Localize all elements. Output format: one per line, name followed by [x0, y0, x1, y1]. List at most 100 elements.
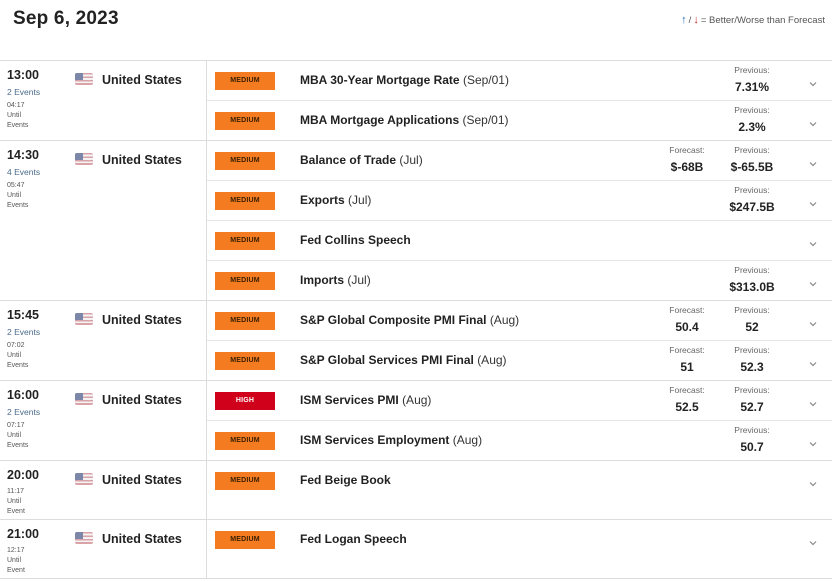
event-name: ISM Services PMI [300, 393, 399, 407]
previous-value: Previous: $-65.5B [722, 145, 782, 174]
event-name: MBA 30-Year Mortgage Rate [300, 73, 460, 87]
event-row[interactable]: MEDIUM Exports (Jul) Previous: $247.5B [207, 181, 832, 221]
previous-label: Previous: [734, 425, 770, 435]
previous-value: Previous: 52.3 [722, 345, 782, 374]
chevron-down-icon[interactable] [809, 155, 817, 167]
event-name: S&P Global Composite PMI Final [300, 313, 487, 327]
event-title[interactable]: MBA Mortgage Applications (Sep/01) [300, 113, 509, 127]
event-title[interactable]: S&P Global Services PMI Final (Aug) [300, 353, 507, 367]
countdown-until-2: Events [7, 442, 29, 449]
previous-value: Previous: $247.5B [722, 185, 782, 214]
impact-badge: MEDIUM [215, 352, 275, 370]
event-period: (Aug) [489, 313, 520, 327]
event-row[interactable]: MEDIUM Fed Logan Speech [207, 520, 832, 578]
chevron-down-icon[interactable] [809, 395, 817, 407]
impact-badge: MEDIUM [215, 72, 275, 90]
previous-label: Previous: [734, 145, 770, 155]
event-title[interactable]: ISM Services Employment (Aug) [300, 433, 482, 447]
country-name: United States [102, 153, 182, 167]
chevron-down-icon[interactable] [809, 435, 817, 447]
event-title[interactable]: Exports (Jul) [300, 193, 371, 207]
event-row[interactable]: HIGH ISM Services PMI (Aug) Forecast: 52.5 P… [207, 381, 832, 421]
event-title[interactable]: Imports (Jul) [300, 273, 371, 287]
event-name: Fed Beige Book [300, 473, 391, 487]
event-time: 13:00 [7, 68, 39, 82]
previous-label: Previous: [734, 385, 770, 395]
event-row[interactable]: MEDIUM MBA 30-Year Mortgage Rate (Sep/01)… [207, 61, 832, 101]
event-title[interactable]: Balance of Trade (Jul) [300, 153, 423, 167]
group-time-cell: 16:00 2 Events 07:17 Until Events United Stat… [0, 381, 207, 460]
group-events: MEDIUM MBA 30-Year Mortgage Rate (Sep/01)… [207, 61, 832, 140]
event-count: 2 Events [7, 327, 41, 337]
event-row[interactable]: MEDIUM Imports (Jul) Previous: $313.0B [207, 261, 832, 300]
event-period: (Jul) [348, 193, 372, 207]
previous-number: $-65.5B [730, 160, 774, 174]
chevron-down-icon[interactable] [809, 235, 817, 247]
chevron-down-icon[interactable] [809, 195, 817, 207]
event-title[interactable]: ISM Services PMI (Aug) [300, 393, 431, 407]
impact-badge: HIGH [215, 392, 275, 410]
chevron-down-icon[interactable] [809, 355, 817, 367]
chevron-down-icon[interactable] [809, 475, 817, 487]
flag-canton [75, 153, 83, 160]
event-title[interactable]: S&P Global Composite PMI Final (Aug) [300, 313, 519, 327]
countdown-until-1: Until [7, 352, 22, 359]
event-title[interactable]: Fed Logan Speech [300, 532, 407, 546]
forecast-number: 52.5 [675, 400, 699, 414]
us-flag-icon [75, 393, 93, 405]
event-row[interactable]: MEDIUM MBA Mortgage Applications (Sep/01)… [207, 101, 832, 140]
event-count: 2 Events [7, 407, 41, 417]
country-name: United States [102, 393, 182, 407]
chevron-down-icon[interactable] [809, 275, 817, 287]
event-time: 14:30 [7, 148, 39, 162]
event-period: (Jul) [347, 273, 371, 287]
countdown-countdown: 12:17 [7, 547, 25, 554]
forecast-value: Forecast: $-68B [657, 145, 717, 174]
countdown-until-1: Until [7, 112, 22, 119]
event-row[interactable]: MEDIUM Balance of Trade (Jul) Forecast: $-6… [207, 141, 832, 181]
previous-number: 7.31% [734, 80, 770, 94]
event-name: Fed Collins Speech [300, 233, 411, 247]
events-table: 13:00 2 Events 04:17 Until Events United Stat… [0, 60, 832, 579]
countdown-countdown: 07:02 [7, 342, 25, 349]
countdown-until-2: Event [7, 567, 25, 574]
impact-badge: MEDIUM [215, 531, 275, 549]
event-row[interactable]: MEDIUM S&P Global Services PMI Final (Aug… [207, 341, 832, 380]
event-count: 2 Events [7, 87, 41, 97]
country-name: United States [102, 73, 182, 87]
impact-badge: MEDIUM [215, 312, 275, 330]
forecast-value: Forecast: 50.4 [657, 305, 717, 334]
event-title[interactable]: Fed Collins Speech [300, 233, 411, 247]
countdown: 07:02 Until Events [7, 341, 28, 371]
forecast-label: Forecast: [669, 145, 705, 155]
forecast-label: Forecast: [669, 345, 705, 355]
event-title[interactable]: MBA 30-Year Mortgage Rate (Sep/01) [300, 73, 509, 87]
chevron-down-icon[interactable] [809, 115, 817, 127]
event-group: 15:45 2 Events 07:02 Until Events United Stat… [0, 301, 832, 381]
event-row[interactable]: MEDIUM Fed Beige Book [207, 461, 832, 519]
previous-label: Previous: [734, 305, 770, 315]
event-row[interactable]: MEDIUM S&P Global Composite PMI Final (Au… [207, 301, 832, 341]
countdown: 12:17 Until Event [7, 546, 25, 576]
event-period: (Jul) [399, 153, 423, 167]
us-flag-icon [75, 532, 93, 544]
countdown-until-2: Events [7, 362, 29, 369]
previous-label: Previous: [734, 185, 770, 195]
chevron-down-icon[interactable] [809, 75, 817, 87]
us-flag-icon [75, 153, 93, 165]
previous-label: Previous: [734, 265, 770, 275]
event-row[interactable]: MEDIUM ISM Services Employment (Aug) Previ… [207, 421, 832, 460]
flag-canton [75, 473, 83, 480]
countdown-countdown: 05:47 [7, 182, 25, 189]
event-group: 13:00 2 Events 04:17 Until Events United Stat… [0, 61, 832, 141]
event-title[interactable]: Fed Beige Book [300, 473, 391, 487]
impact-badge: MEDIUM [215, 472, 275, 490]
group-events: MEDIUM Fed Beige Book [207, 461, 832, 519]
event-row[interactable]: MEDIUM Fed Collins Speech [207, 221, 832, 261]
event-group: 20:00 11:17 Until Event United States MEDIUM F… [0, 461, 832, 520]
legend: ↑ / ↓ = Better/Worse than Forecast [681, 14, 825, 26]
countdown-until-2: Event [7, 508, 25, 515]
event-name: MBA Mortgage Applications [300, 113, 460, 127]
chevron-down-icon[interactable] [809, 534, 817, 546]
chevron-down-icon[interactable] [809, 315, 817, 327]
